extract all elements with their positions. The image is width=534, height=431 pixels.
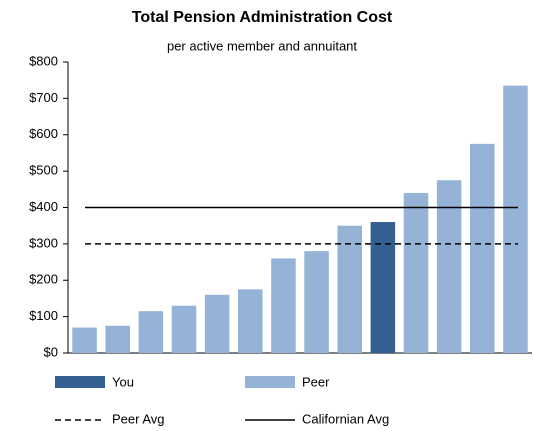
legend-label: Californian Avg (302, 411, 389, 426)
y-tick-label: $800 (29, 53, 58, 68)
y-tick-label: $100 (29, 308, 58, 323)
bar (271, 258, 296, 353)
bar (238, 289, 263, 353)
y-tick-label: $400 (29, 199, 58, 214)
bar (105, 325, 130, 353)
bar (204, 294, 230, 353)
bar (138, 311, 164, 353)
y-tick-label: $0 (44, 344, 58, 359)
legend-label: You (112, 374, 134, 389)
y-tick-label: $600 (29, 126, 58, 141)
chart-title: Total Pension Administration Cost (132, 9, 393, 26)
legend-swatch (55, 376, 105, 388)
bar (370, 222, 396, 353)
bar (337, 225, 362, 353)
bar (304, 251, 329, 353)
legend-label: Peer (302, 374, 330, 389)
y-tick-label: $700 (29, 90, 58, 105)
y-tick-label: $300 (29, 235, 58, 250)
bar (436, 180, 462, 353)
bar (72, 327, 97, 353)
y-tick-label: $200 (29, 272, 58, 287)
chart-subtitle: per active member and annuitant (167, 38, 357, 53)
legend-swatch (245, 376, 295, 388)
bar (403, 192, 429, 353)
bar (171, 305, 197, 353)
y-tick-label: $500 (29, 163, 58, 178)
bar (470, 143, 495, 353)
bar (503, 85, 528, 354)
legend-label: Peer Avg (112, 411, 165, 426)
